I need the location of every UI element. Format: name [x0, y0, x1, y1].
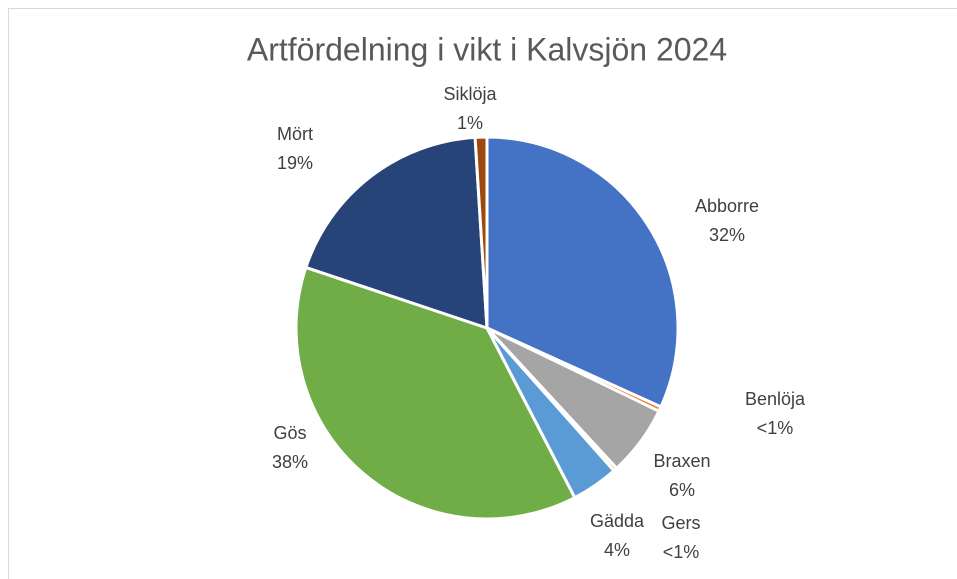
- slice-value-label: 32%: [709, 225, 745, 245]
- slice-label: Abborre: [695, 196, 759, 216]
- slice-label: Gers: [661, 513, 700, 533]
- slice-label: Benlöja: [745, 389, 806, 409]
- slice-label: Gös: [273, 423, 306, 443]
- slice-value-label: <1%: [757, 418, 794, 438]
- pie-slice: [294, 265, 577, 521]
- slice-label: Mört: [277, 124, 313, 144]
- slice-value-label: 38%: [272, 452, 308, 472]
- slice-value-label: 19%: [277, 153, 313, 173]
- pie-slice: [485, 135, 680, 409]
- pie-slice: [473, 135, 489, 330]
- slice-label: Siklöja: [443, 84, 497, 104]
- slice-value-label: <1%: [663, 542, 700, 562]
- slice-value-label: 6%: [669, 480, 695, 500]
- slice-value-label: 4%: [604, 540, 630, 560]
- slice-value-label: 1%: [457, 113, 483, 133]
- chart-title: Artfördelning i vikt i Kalvsjön 2024: [247, 31, 727, 67]
- pie-slice: [304, 135, 489, 330]
- slice-label: Braxen: [653, 451, 710, 471]
- slice-label: Gädda: [590, 511, 645, 531]
